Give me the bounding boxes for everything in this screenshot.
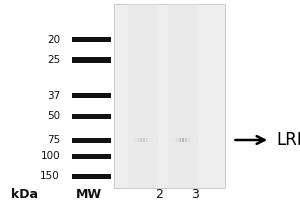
Text: 75: 75 [47,135,60,145]
Bar [183,138,184,142]
Bar [184,138,186,142]
Text: 3: 3 [191,188,199,200]
Bar [72,173,111,178]
Bar [186,138,188,142]
Bar [150,138,152,142]
Text: 100: 100 [40,151,60,161]
Bar [178,138,180,142]
Bar [174,138,176,142]
Text: 37: 37 [47,91,60,101]
Bar [148,138,150,142]
Bar [129,138,130,142]
Bar [153,138,154,142]
Bar [194,138,195,142]
Bar [177,138,178,142]
Bar [190,138,192,142]
Text: 25: 25 [47,55,60,65]
Bar [146,138,147,142]
Bar [176,138,177,142]
Bar [156,138,158,142]
Bar [154,138,156,142]
Text: 2: 2 [155,188,163,200]
Bar [168,138,170,142]
Bar [168,4,198,188]
Text: kDa: kDa [11,188,38,200]
Bar [72,37,111,42]
Bar [136,138,138,142]
Bar [171,138,172,142]
Bar [72,154,111,158]
Bar [138,138,140,142]
Bar [128,4,158,188]
Bar [169,138,171,142]
Bar [196,138,198,142]
Bar [147,138,148,142]
Bar [142,138,144,142]
Text: MW: MW [75,188,102,200]
Bar [130,138,132,142]
Bar [72,93,111,98]
Text: 20: 20 [47,35,60,45]
Bar [180,138,182,142]
Bar [72,58,111,62]
Bar [192,138,194,142]
Bar [195,138,196,142]
Bar [144,138,146,142]
Bar [134,138,135,142]
Bar [182,138,183,142]
Bar [152,138,153,142]
Text: 50: 50 [47,111,60,121]
Text: LRP-1: LRP-1 [276,131,300,149]
Bar [132,138,134,142]
Bar [141,138,142,142]
Bar [114,4,225,188]
Bar [135,138,136,142]
Bar [128,138,129,142]
Bar [188,138,189,142]
Bar [140,138,141,142]
Bar [72,114,111,118]
Bar [172,138,174,142]
Bar [72,138,111,142]
Text: 150: 150 [40,171,60,181]
Bar [189,138,190,142]
